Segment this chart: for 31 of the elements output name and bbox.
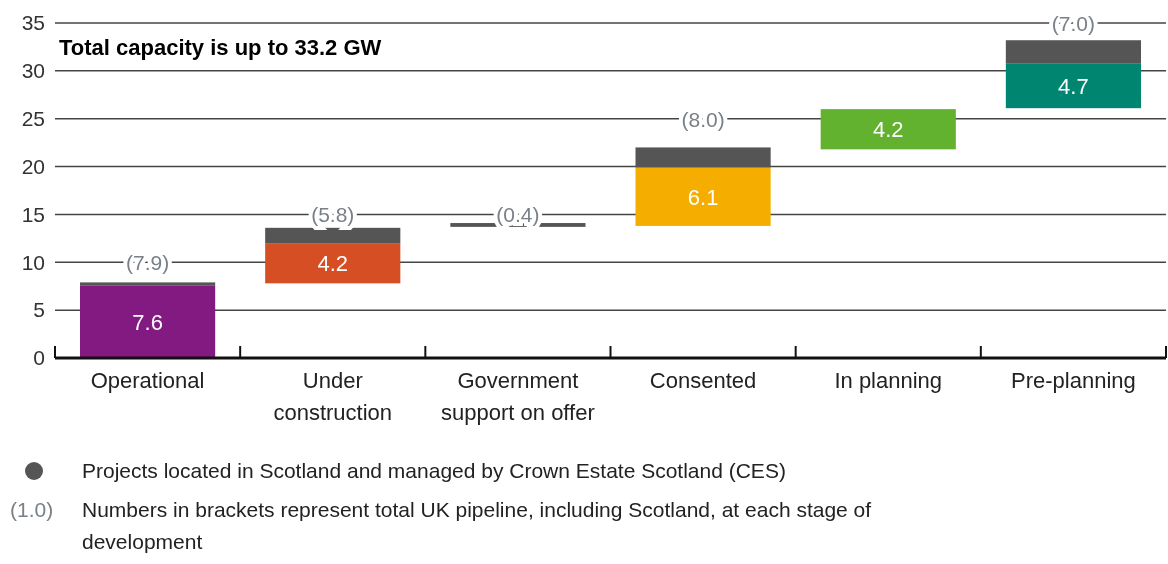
y-tick-label: 25 bbox=[21, 106, 45, 130]
bar bbox=[80, 285, 216, 358]
data-label: 4.7 bbox=[1058, 73, 1089, 99]
y-tick-label: 30 bbox=[21, 59, 45, 83]
text: (1.0) Numbers in brackets represent total UK pipeline, including Scotland, at each stage of development bbox=[10, 498, 872, 553]
x-tick-label: In planning bbox=[834, 368, 943, 393]
bar bbox=[1005, 63, 1141, 109]
bar bbox=[265, 227, 401, 244]
x-tick-label: Under construction bbox=[273, 368, 393, 425]
x-tick-label: Operational bbox=[90, 368, 205, 393]
bar bbox=[1005, 40, 1141, 64]
x-tick-label: Pre-planning bbox=[1011, 368, 1136, 393]
x-tick-label: Consented bbox=[649, 368, 757, 393]
y-tick-label: 5 bbox=[33, 298, 45, 322]
data-label: 7.6 bbox=[132, 309, 163, 335]
bar bbox=[820, 109, 956, 150]
y-tick-label: 10 bbox=[21, 250, 45, 274]
bar bbox=[635, 167, 771, 226]
text: Total capacity is up to 33.2 GW bbox=[59, 35, 382, 60]
data-label: 4.2 bbox=[317, 251, 349, 277]
y-tick-label: 0 bbox=[33, 346, 45, 370]
data-label: 6.1 bbox=[687, 184, 719, 210]
y-tick-label: 20 bbox=[21, 154, 45, 178]
y-tick-label: 15 bbox=[21, 202, 45, 226]
legend-label: Projects located in Scotland and managed by Crown Estate Scotland (CES) bbox=[82, 459, 786, 482]
x-tick-label: Government support on offer bbox=[441, 368, 595, 425]
bar bbox=[80, 282, 216, 286]
data-label: 4.2 bbox=[872, 117, 904, 143]
bar bbox=[265, 243, 401, 284]
bar bbox=[635, 147, 771, 168]
y-tick-label: 35 bbox=[21, 11, 45, 35]
